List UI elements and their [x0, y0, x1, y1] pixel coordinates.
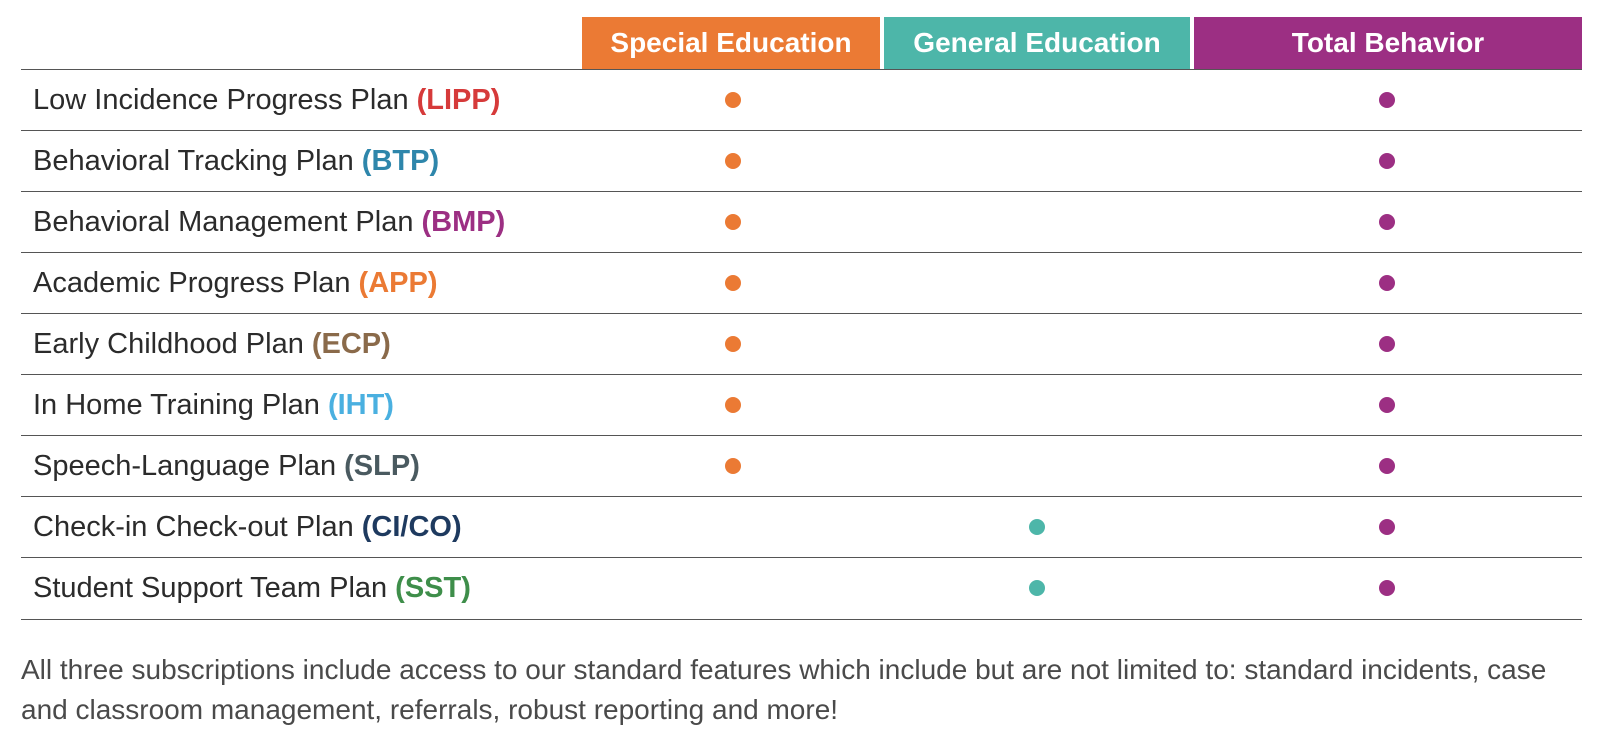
- total-behavior-dot-icon: [1379, 153, 1395, 169]
- header-special-education: Special Education: [582, 17, 880, 69]
- plan-name: Low Incidence Progress Plan: [33, 83, 409, 116]
- plan-abbreviation: (BTP): [361, 144, 440, 177]
- plan-name: Student Support Team Plan: [33, 571, 388, 604]
- plan-name: Behavioral Management Plan: [33, 205, 414, 238]
- total-behavior-dot-icon: [1379, 275, 1395, 291]
- table-row: In Home Training Plan (IHT): [21, 374, 1582, 435]
- table-row: Behavioral Tracking Plan (BTP): [21, 130, 1582, 191]
- special-education-dot-icon: [725, 214, 741, 230]
- table-row: Behavioral Management Plan (BMP): [21, 191, 1582, 252]
- general-education-dot-icon: [1029, 519, 1045, 535]
- plan-abbreviation: (BMP): [421, 205, 506, 238]
- plan-name: Check-in Check-out Plan: [33, 510, 354, 543]
- total-behavior-dot-icon: [1379, 580, 1395, 597]
- special-education-dot-icon: [725, 153, 741, 169]
- header-total-behavior: Total Behavior: [1194, 17, 1582, 69]
- plan-label: Low Incidence Progress Plan (LIPP): [33, 70, 500, 130]
- plan-abbreviation: (CI/CO): [361, 510, 462, 543]
- table-row: Academic Progress Plan (APP): [21, 252, 1582, 313]
- plan-abbreviation: (ECP): [311, 327, 391, 360]
- plan-label: Check-in Check-out Plan (CI/CO): [33, 497, 462, 557]
- special-education-dot-icon: [725, 92, 741, 108]
- table-row: Low Incidence Progress Plan (LIPP): [21, 69, 1582, 130]
- plan-name: Speech-Language Plan: [33, 449, 337, 482]
- total-behavior-dot-icon: [1379, 397, 1395, 413]
- plan-abbreviation: (APP): [358, 266, 438, 299]
- total-behavior-dot-icon: [1379, 336, 1395, 352]
- plan-label: In Home Training Plan (IHT): [33, 375, 394, 435]
- plan-label: Speech-Language Plan (SLP): [33, 436, 420, 496]
- plan-abbreviation: (LIPP): [416, 83, 501, 116]
- table-row: Early Childhood Plan (ECP): [21, 313, 1582, 374]
- plan-abbreviation: (SST): [395, 571, 471, 604]
- plan-label: Behavioral Tracking Plan (BTP): [33, 131, 439, 191]
- plan-abbreviation: (SLP): [344, 449, 420, 482]
- plan-name: Behavioral Tracking Plan: [33, 144, 354, 177]
- total-behavior-dot-icon: [1379, 214, 1395, 230]
- total-behavior-dot-icon: [1379, 92, 1395, 108]
- plan-label: Early Childhood Plan (ECP): [33, 314, 391, 374]
- special-education-dot-icon: [725, 336, 741, 352]
- plan-label: Academic Progress Plan (APP): [33, 253, 437, 313]
- special-education-dot-icon: [725, 458, 741, 474]
- plan-abbreviation: (IHT): [327, 388, 394, 421]
- special-education-dot-icon: [725, 397, 741, 413]
- special-education-dot-icon: [725, 275, 741, 291]
- plan-label: Behavioral Management Plan (BMP): [33, 192, 505, 252]
- table-row: Check-in Check-out Plan (CI/CO): [21, 496, 1582, 557]
- total-behavior-dot-icon: [1379, 519, 1395, 535]
- plan-name: In Home Training Plan: [33, 388, 320, 421]
- total-behavior-dot-icon: [1379, 458, 1395, 474]
- plan-comparison-table: Low Incidence Progress Plan (LIPP) Behavio…: [21, 69, 1582, 620]
- footer-note: All three subscriptions include access t…: [21, 654, 1547, 725]
- plan-label: Student Support Team Plan (SST): [33, 558, 471, 619]
- table-row: Student Support Team Plan (SST): [21, 557, 1582, 620]
- header-general-education: General Education: [884, 17, 1190, 69]
- plan-name: Early Childhood Plan: [33, 327, 304, 360]
- table-row: Speech-Language Plan (SLP): [21, 435, 1582, 496]
- general-education-dot-icon: [1029, 580, 1045, 597]
- plan-name: Academic Progress Plan: [33, 266, 351, 299]
